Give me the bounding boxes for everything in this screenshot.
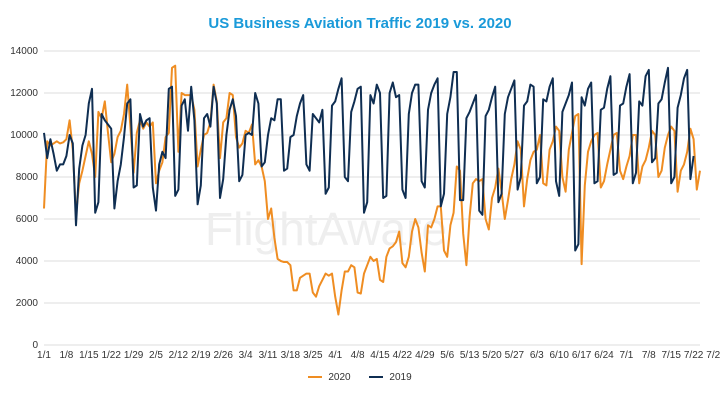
series-line-2020 xyxy=(43,64,701,316)
x-tick-label: 4/22 xyxy=(393,350,413,361)
x-tick-label: 7/1 xyxy=(619,350,633,361)
x-tick-label: 2/26 xyxy=(213,350,233,361)
x-tick-label: 5/27 xyxy=(505,350,525,361)
x-tick-label: 2/19 xyxy=(191,350,211,361)
y-tick-label: 10000 xyxy=(10,130,38,141)
x-tick-label: 7/15 xyxy=(661,350,681,361)
legend-swatch-2020 xyxy=(308,376,323,378)
x-tick-label: 5/20 xyxy=(482,350,502,361)
chart-title: US Business Aviation Traffic 2019 vs. 20… xyxy=(208,15,512,32)
x-tick-label: 7/29 xyxy=(706,350,720,361)
y-tick-label: 14000 xyxy=(10,46,38,57)
x-tick-label: 1/15 xyxy=(79,350,99,361)
x-tick-label: 5/13 xyxy=(460,350,480,361)
y-tick-label: 0 xyxy=(32,340,38,351)
x-tick-label: 7/22 xyxy=(684,350,704,361)
x-tick-label: 1/8 xyxy=(59,350,73,361)
x-tick-label: 6/17 xyxy=(572,350,592,361)
y-tick-label: 4000 xyxy=(16,256,39,267)
watermark-text: FlightAware xyxy=(205,203,447,255)
x-tick-label: 4/15 xyxy=(370,350,390,361)
x-tick-label: 4/8 xyxy=(351,350,365,361)
x-tick-label: 5/6 xyxy=(440,350,454,361)
x-tick-label: 3/25 xyxy=(303,350,323,361)
legend-item-2020: 2020 xyxy=(308,371,351,383)
x-tick-label: 2/12 xyxy=(169,350,189,361)
legend-label-2019: 2019 xyxy=(389,371,412,383)
y-tick-label: 6000 xyxy=(16,214,39,225)
x-tick-label: 3/18 xyxy=(281,350,301,361)
x-tick-label: 6/10 xyxy=(549,350,569,361)
x-tick-label: 2/5 xyxy=(149,350,163,361)
y-tick-label: 2000 xyxy=(16,298,39,309)
x-tick-label: 1/1 xyxy=(37,350,51,361)
series-line-2019 xyxy=(43,66,695,252)
legend-label-2020: 2020 xyxy=(328,371,351,383)
x-tick-label: 3/4 xyxy=(239,350,253,361)
chart-legend: 2020 2019 xyxy=(0,370,720,383)
y-tick-label: 8000 xyxy=(16,172,39,183)
x-tick-label: 1/29 xyxy=(124,350,144,361)
x-tick-label: 4/1 xyxy=(328,350,342,361)
legend-item-2019: 2019 xyxy=(369,371,412,383)
legend-swatch-2019 xyxy=(369,376,384,378)
x-tick-label: 6/3 xyxy=(530,350,544,361)
x-tick-label: 1/22 xyxy=(101,350,121,361)
y-tick-label: 12000 xyxy=(10,88,38,99)
x-tick-label: 6/24 xyxy=(594,350,614,361)
x-tick-label: 4/29 xyxy=(415,350,435,361)
x-tick-label: 3/11 xyxy=(259,350,278,361)
x-tick-label: 7/8 xyxy=(642,350,656,361)
